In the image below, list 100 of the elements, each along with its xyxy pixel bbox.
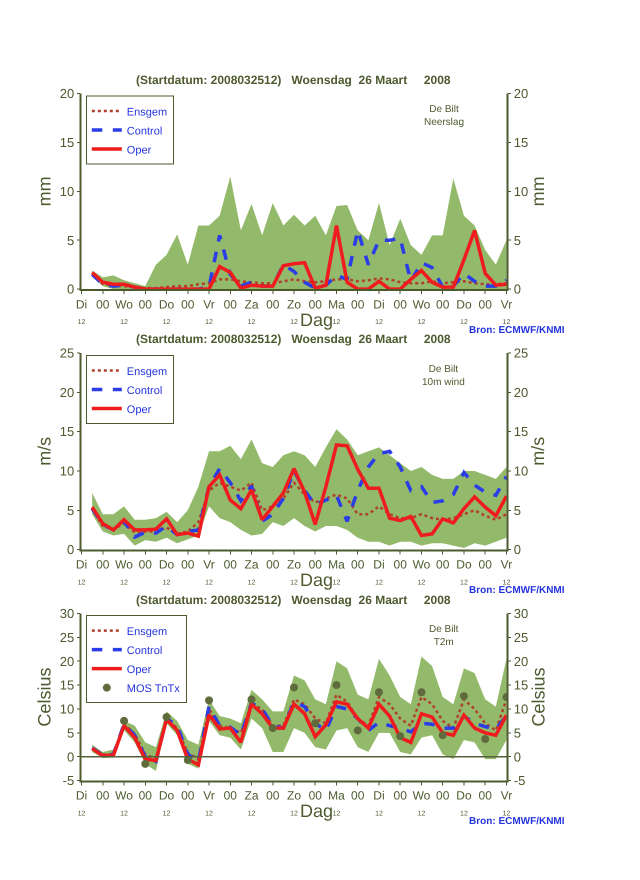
x-tick-label: 00 — [138, 558, 152, 572]
x-tick-label: 00 — [181, 558, 195, 572]
legend-label: Oper — [126, 144, 152, 156]
chart-title: (Startdatum: 2008032512) Woensdag 26 Maart 2008 — [136, 332, 451, 346]
x-tick-label: 00 — [478, 297, 492, 312]
annotation: De Bilt T2m — [429, 624, 459, 648]
y2-tick-label: 25 — [514, 630, 528, 645]
y2-tick-label: 20 — [514, 384, 528, 400]
y-tick-label: 5 — [66, 502, 74, 518]
y2-tick-label: 30 — [514, 606, 528, 622]
x-tick-label: 00 — [266, 788, 280, 803]
x-tick-label: 00 — [96, 297, 110, 312]
point — [417, 688, 426, 696]
y2-axis-title: mm — [528, 176, 548, 206]
point — [332, 681, 340, 690]
y-tick-label: 20 — [60, 384, 74, 400]
x-tick-label: 00 — [224, 788, 238, 803]
y2-axis-title: Celsius — [528, 668, 548, 727]
y-tick-label: 0 — [66, 749, 74, 764]
x-tick-label: 00 — [266, 297, 280, 312]
y-tick-label: 10 — [60, 184, 74, 199]
y2-tick-label: 0 — [514, 282, 522, 297]
y-tick-label: 15 — [60, 678, 74, 693]
y-tick-label: 10 — [60, 702, 74, 717]
y2-tick-label: 10 — [514, 702, 528, 717]
legend-label: Control — [126, 125, 162, 138]
point — [481, 735, 490, 744]
y2-tick-label: 15 — [514, 424, 528, 440]
chart-title: (Startdatum: 2008032512) Woensdag 26 Maart 2008 — [136, 593, 451, 607]
y-tick-label: 10 — [60, 464, 74, 478]
point — [290, 683, 298, 692]
y-tick-label: 20 — [60, 654, 74, 669]
legend-label: Control — [126, 644, 162, 657]
point — [268, 724, 277, 732]
x-tick-label: 00 — [436, 297, 450, 312]
point — [120, 716, 128, 725]
y2-tick-label: 5 — [514, 502, 522, 518]
chart-title: (Startdatum: 2008032512) Woensdag 26 Maart 2008 — [136, 73, 451, 87]
y2-tick-label: 15 — [514, 678, 528, 693]
y2-tick-label: 15 — [514, 134, 528, 150]
y-axis-title: m/s — [34, 436, 54, 466]
legend-label: Ensgem — [126, 626, 168, 638]
x-tick-label: 00 — [181, 297, 195, 312]
y2-tick-label: 5 — [514, 725, 522, 740]
legend-label: Ensgem — [126, 366, 168, 378]
y2-tick-label: 20 — [514, 86, 528, 102]
y-tick-label: 0 — [66, 282, 74, 297]
x-tick-label: 00 — [478, 558, 492, 572]
x-tick-label: 00 — [138, 297, 152, 312]
legend-label: Oper — [126, 664, 152, 676]
x-tick-label: 00 — [181, 788, 195, 803]
x-tick-label: 00 — [96, 558, 110, 572]
legend-label: Ensgem — [126, 106, 168, 118]
y-tick-label: 0 — [66, 542, 74, 558]
x-tick-label: 00 — [266, 558, 280, 572]
point — [162, 713, 171, 722]
y2-tick-label: 5 — [514, 232, 522, 248]
point — [396, 732, 404, 740]
y2-tick-label: 10 — [514, 464, 528, 478]
legend-label: Control — [126, 384, 162, 397]
legend-label: MOS TnTx — [126, 682, 180, 695]
y2-tick-label: 0 — [514, 749, 522, 764]
x-tick-label: 00 — [96, 788, 110, 803]
x-tick-label: 00 — [478, 788, 492, 803]
point — [141, 760, 150, 768]
y-tick-label: -5 — [62, 773, 74, 788]
legend-label: Oper — [126, 404, 152, 416]
annotation: De Bilt 10m wind — [422, 364, 465, 388]
point — [438, 731, 447, 740]
y2-tick-label: 0 — [514, 542, 522, 558]
point — [374, 688, 383, 696]
point — [248, 695, 256, 704]
x-tick-label: 00 — [224, 558, 238, 572]
y-tick-label: 15 — [60, 424, 74, 440]
point — [354, 726, 362, 734]
y2-tick-label: 10 — [514, 184, 528, 199]
x-tick-label: 00 — [394, 788, 408, 803]
text: Bron: ECMWF/KNMI — [469, 325, 565, 336]
text: Bron: ECMWF/KNMI — [469, 816, 565, 827]
point — [205, 696, 214, 704]
y-axis-title: mm — [34, 176, 54, 206]
annotation: De Bilt Neerslag — [424, 104, 464, 128]
x-tick-label: 00 — [436, 558, 450, 572]
y-tick-label: 25 — [60, 346, 74, 361]
point — [311, 719, 320, 728]
y2-axis-title: m/s — [528, 436, 548, 466]
y-tick-label: 25 — [60, 630, 74, 645]
x-tick-label: 00 — [308, 788, 322, 803]
y-tick-label: 30 — [60, 606, 74, 622]
x-tick-label: 00 — [224, 297, 238, 312]
y-tick-label: 5 — [66, 725, 74, 740]
y2-tick-label: 20 — [514, 654, 528, 669]
x-tick-label: 00 — [436, 788, 450, 803]
y-tick-label: 5 — [66, 232, 74, 248]
y-tick-label: 15 — [60, 134, 74, 150]
y2-tick-label: 25 — [514, 346, 528, 361]
text: Bron: ECMWF/KNMI — [469, 585, 565, 596]
x-tick-label: 00 — [308, 297, 322, 312]
x-tick-label: 00 — [308, 558, 322, 572]
y-axis-title: Celsius — [34, 668, 54, 727]
